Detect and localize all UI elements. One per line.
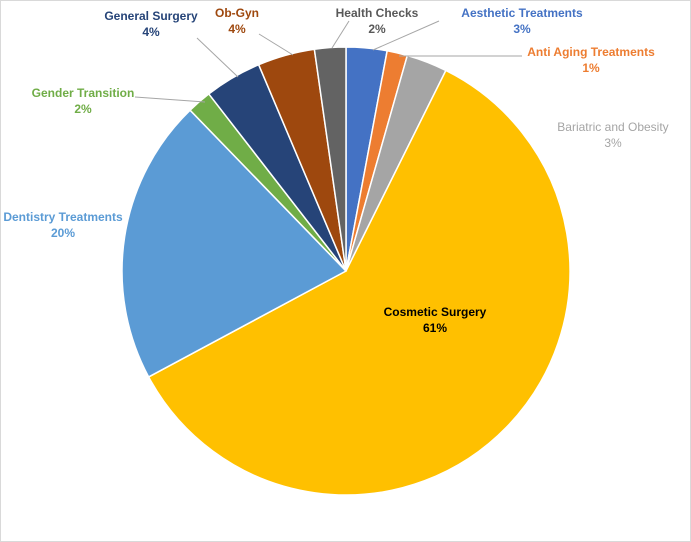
pie-slice-health-checks (313, 46, 347, 272)
data-label-value-dentistry-treatments: 20% (51, 226, 75, 240)
data-label-name-general-surgery: General Surgery (104, 9, 198, 23)
data-label-value-health-checks: 2% (368, 22, 386, 36)
data-label-name-health-checks: Health Checks (336, 6, 419, 20)
data-label-name-anti-aging-treatments: Anti Aging Treatments (527, 45, 655, 59)
data-label-name-ob-gyn: Ob-Gyn (215, 6, 259, 20)
data-label-name-aesthetic-treatments: Aesthetic Treatments (461, 6, 583, 20)
data-label-name-dentistry-treatments: Dentistry Treatments (3, 210, 123, 224)
leader-line-general-surgery (196, 37, 239, 78)
leader-line-ob-gyn (258, 33, 294, 56)
data-label-value-ob-gyn: 4% (228, 22, 246, 36)
leader-lines (134, 20, 522, 103)
pie-slice-dentistry-treatments (121, 109, 348, 378)
data-label-value-bariatric-and-obesity: 3% (604, 136, 622, 150)
leader-line-aesthetic-treatments (372, 20, 440, 51)
data-label-name-gender-transition: Gender Transition (32, 86, 135, 100)
pie-slice-cosmetic-surgery (147, 69, 571, 496)
data-label-value-aesthetic-treatments: 3% (513, 22, 531, 36)
data-labels: Aesthetic Treatments 3% Anti Aging Treatme… (3, 6, 668, 335)
leader-line-gender-transition (134, 96, 206, 103)
data-label-value-anti-aging-treatments: 1% (582, 61, 600, 75)
leader-line-health-checks (331, 20, 350, 49)
data-label-value-general-surgery: 4% (142, 25, 160, 39)
data-label-name-cosmetic-surgery: Cosmetic Surgery (384, 305, 487, 319)
pie-slices (121, 46, 571, 496)
data-label-value-cosmetic-surgery: 61% (423, 321, 447, 335)
data-label-value-gender-transition: 2% (74, 102, 92, 116)
data-label-name-bariatric-and-obesity: Bariatric and Obesity (557, 120, 668, 134)
